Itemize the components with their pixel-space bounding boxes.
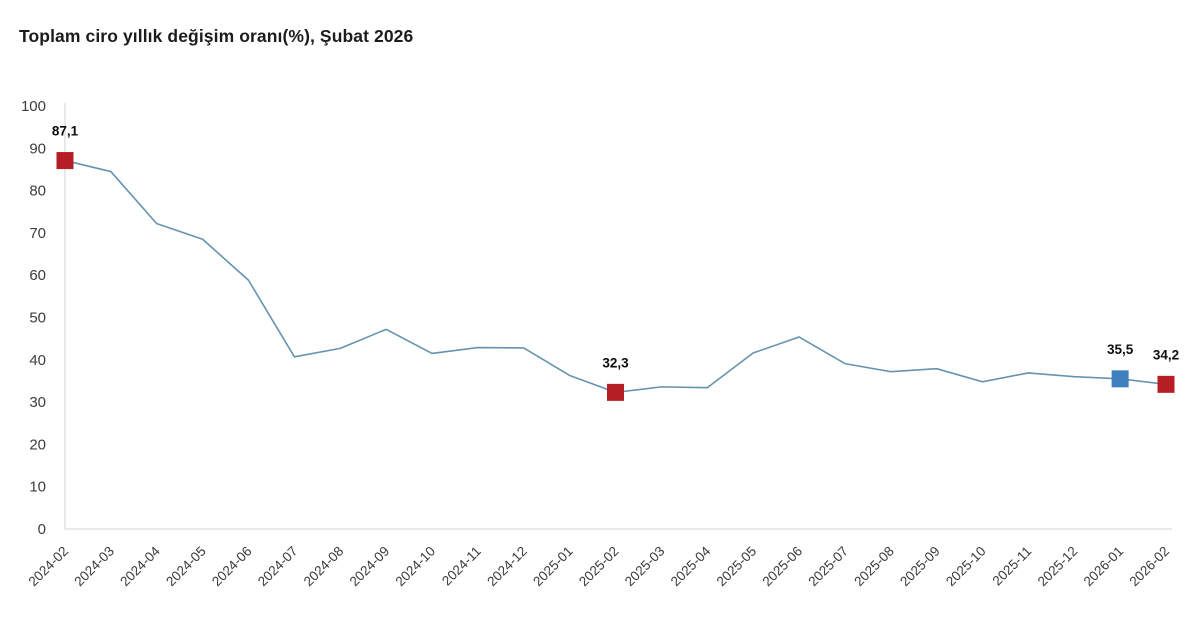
y-axis-tick-label: 70 bbox=[29, 225, 46, 242]
highlight-marker-2026-01 bbox=[1111, 370, 1129, 388]
point-value-label: 32,3 bbox=[602, 355, 629, 370]
x-axis-tick-label: 2024-09 bbox=[347, 544, 393, 590]
y-axis-tick-label: 20 bbox=[29, 436, 46, 453]
x-axis-tick-label: 2024-04 bbox=[117, 543, 163, 589]
highlight-marker-2025-02 bbox=[607, 383, 624, 401]
point-value-label: 87,1 bbox=[52, 124, 79, 139]
x-axis-tick-label: 2024-05 bbox=[163, 544, 209, 590]
x-axis-tick-label: 2024-06 bbox=[209, 544, 255, 590]
y-axis-tick-label: 90 bbox=[29, 140, 46, 157]
x-axis-tick-label: 2025-04 bbox=[668, 543, 714, 589]
x-axis-tick-label: 2025-02 bbox=[576, 544, 622, 590]
x-axis-tick-label: 2025-08 bbox=[851, 544, 897, 590]
x-axis-tick-label: 2024-02 bbox=[25, 544, 71, 590]
x-axis-tick-label: 2024-03 bbox=[71, 544, 117, 590]
y-axis-tick-label: 40 bbox=[29, 352, 46, 369]
y-axis-tick-label: 0 bbox=[38, 521, 46, 538]
y-axis-tick-label: 60 bbox=[29, 267, 46, 284]
point-value-label: 34,2 bbox=[1153, 347, 1179, 362]
highlight-marker-2024-02 bbox=[56, 152, 74, 170]
x-axis-tick-label: 2024-10 bbox=[392, 544, 438, 590]
x-axis-tick-label: 2024-08 bbox=[301, 544, 347, 590]
point-value-label: 35,5 bbox=[1107, 342, 1134, 357]
x-axis-tick-label: 2025-11 bbox=[990, 544, 1035, 589]
x-axis-tick-label: 2025-12 bbox=[1035, 544, 1081, 590]
highlight-marker-2026-02 bbox=[1157, 375, 1175, 393]
x-axis-tick-label: 2025-09 bbox=[897, 544, 943, 590]
x-axis-tick-label: 2026-01 bbox=[1081, 544, 1127, 590]
x-axis-tick-label: 2025-10 bbox=[943, 544, 989, 590]
x-axis-tick-label: 2026-02 bbox=[1126, 544, 1172, 590]
y-axis-tick-label: 100 bbox=[21, 98, 46, 115]
x-axis-tick-label: 2025-03 bbox=[622, 544, 668, 590]
x-axis-tick-label: 2025-06 bbox=[759, 544, 805, 590]
y-axis-tick-label: 30 bbox=[29, 394, 46, 411]
x-axis-tick-label: 2024-07 bbox=[255, 544, 301, 590]
y-axis-tick-label: 10 bbox=[29, 479, 46, 496]
y-axis-tick-label: 80 bbox=[29, 183, 46, 200]
chart-title: Toplam ciro yıllık değişim oranı(%), Şub… bbox=[19, 26, 414, 46]
y-axis-tick-label: 50 bbox=[29, 310, 46, 327]
x-axis-tick-label: 2025-07 bbox=[805, 544, 851, 590]
x-axis-tick-label: 2024-12 bbox=[484, 544, 530, 590]
x-axis-tick-label: 2024-11 bbox=[439, 544, 484, 589]
x-axis-tick-label: 2025-05 bbox=[714, 544, 760, 590]
x-axis-tick-label: 2025-01 bbox=[530, 544, 576, 590]
